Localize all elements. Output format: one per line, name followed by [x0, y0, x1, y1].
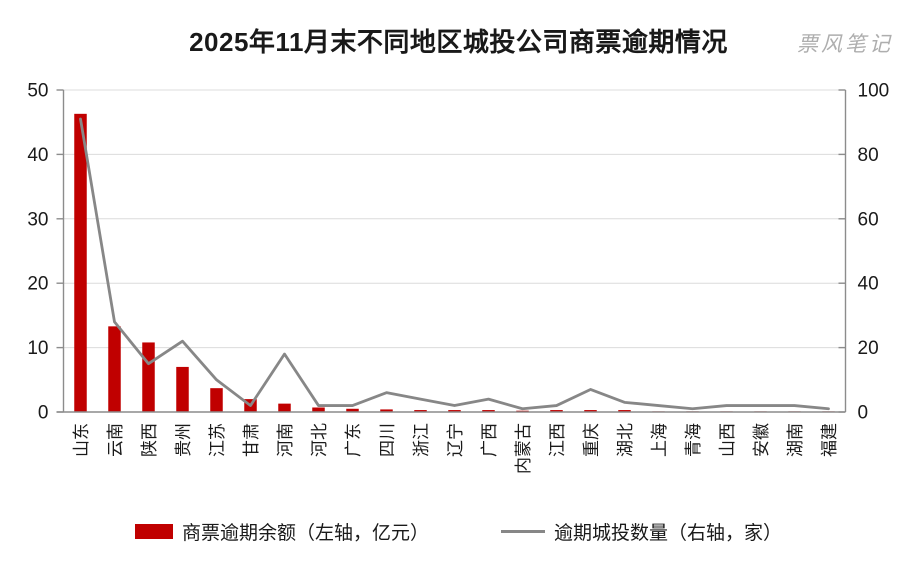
category-label-广西: 广西: [480, 423, 499, 457]
category-label-青海: 青海: [684, 423, 703, 457]
category-label-湖北: 湖北: [616, 423, 635, 457]
category-label-山东: 山东: [72, 423, 91, 457]
left-axis-label: 50: [27, 81, 48, 102]
bar-广东: [346, 408, 359, 412]
bar-辽宁: [448, 410, 461, 412]
line-series: [79, 117, 830, 411]
category-label-重庆: 重庆: [582, 423, 601, 457]
right-axis-label: 40: [858, 274, 879, 295]
category-label-广东: 广东: [344, 423, 363, 457]
category-label-贵州: 贵州: [174, 423, 193, 457]
category-label-浙江: 浙江: [412, 423, 431, 457]
line-series-swatch-icon: [501, 529, 545, 534]
line-series-label: 逾期城投数量（右轴，家）: [554, 523, 783, 544]
left-axis-label: 0: [38, 403, 49, 424]
right-axis-label: 20: [858, 338, 879, 359]
bar-series-swatch-icon: [134, 524, 173, 539]
bar-四川: [380, 409, 393, 412]
bar-重庆: [584, 410, 597, 412]
bar-湖北: [618, 410, 631, 412]
category-label-河南: 河南: [276, 423, 295, 457]
category-label-安徽: 安徽: [752, 423, 771, 457]
category-label-内蒙古: 内蒙古: [514, 423, 533, 474]
watermark-text: 票风笔记: [797, 33, 893, 56]
left-axis-label: 40: [27, 145, 48, 166]
right-axis-label: 60: [858, 209, 879, 230]
bar-浙江: [414, 410, 427, 412]
left-axis-label: 10: [27, 338, 48, 359]
bar-江西: [550, 410, 563, 412]
left-axis-label: 30: [27, 209, 48, 230]
category-label-江西: 江西: [548, 423, 567, 457]
category-label-四川: 四川: [378, 423, 397, 457]
right-axis-label: 100: [858, 81, 890, 102]
bar-江苏: [210, 388, 223, 412]
bar-河北: [312, 407, 325, 412]
category-label-福建: 福建: [820, 423, 839, 457]
category-label-辽宁: 辽宁: [446, 423, 465, 457]
category-label-山西: 山西: [718, 423, 737, 457]
bar-series-label: 商票逾期余额（左轴，亿元）: [181, 523, 429, 544]
bar-云南: [108, 326, 121, 412]
right-axis-label: 0: [858, 403, 869, 424]
bar-陕西: [142, 342, 155, 412]
bar-贵州: [176, 366, 189, 412]
left-axis-label: 20: [27, 274, 48, 295]
category-label-河北: 河北: [310, 423, 329, 457]
right-axis-label: 80: [858, 145, 879, 166]
category-label-湖南: 湖南: [786, 423, 805, 457]
bar-河南: [278, 403, 291, 412]
legend-item-bar-series: 商票逾期余额（左轴，亿元）: [134, 518, 429, 545]
chart-title: 2025年11月末不同地区城投公司商票逾期情况: [189, 27, 728, 57]
legend-item-line-series: 逾期城投数量（右轴，家）: [501, 518, 782, 545]
chart-legend: 商票逾期余额（左轴，亿元） 逾期城投数量（右轴，家）: [0, 518, 917, 545]
category-label-上海: 上海: [650, 423, 669, 457]
category-label-云南: 云南: [106, 423, 125, 457]
category-label-陕西: 陕西: [140, 423, 159, 457]
category-label-江苏: 江苏: [208, 423, 227, 457]
bar-山东: [74, 113, 87, 412]
bar-广西: [482, 410, 495, 412]
category-label-甘肃: 甘肃: [242, 423, 261, 457]
